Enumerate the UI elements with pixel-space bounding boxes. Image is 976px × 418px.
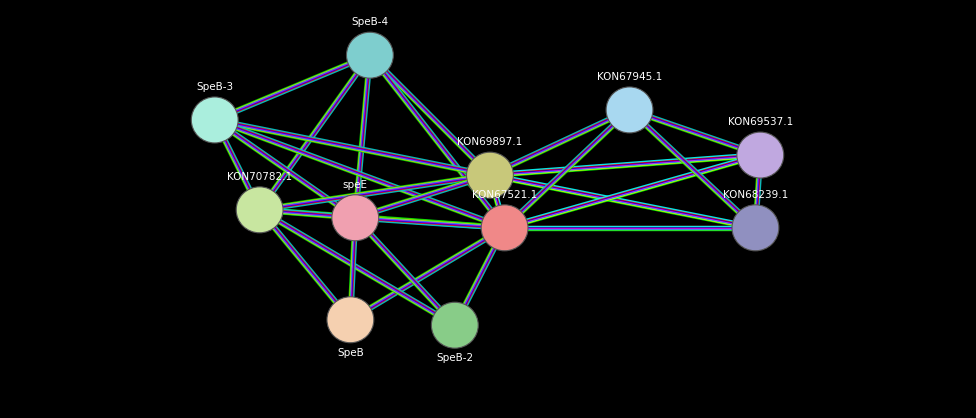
Ellipse shape — [732, 205, 779, 251]
Text: SpeB: SpeB — [337, 348, 364, 358]
Text: KON67945.1: KON67945.1 — [597, 72, 662, 82]
Ellipse shape — [431, 302, 478, 348]
Text: KON70782.1: KON70782.1 — [227, 172, 292, 182]
Text: SpeB-3: SpeB-3 — [196, 82, 233, 92]
Ellipse shape — [236, 187, 283, 233]
Text: speE: speE — [343, 180, 368, 190]
Ellipse shape — [467, 152, 513, 198]
Text: SpeB-2: SpeB-2 — [436, 353, 473, 363]
Ellipse shape — [606, 87, 653, 133]
Text: SpeB-4: SpeB-4 — [351, 17, 388, 27]
Text: KON69537.1: KON69537.1 — [728, 117, 793, 127]
Ellipse shape — [346, 32, 393, 78]
Ellipse shape — [191, 97, 238, 143]
Text: KON68239.1: KON68239.1 — [723, 190, 788, 200]
Text: KON69897.1: KON69897.1 — [458, 137, 522, 147]
Ellipse shape — [737, 132, 784, 178]
Ellipse shape — [327, 297, 374, 343]
Ellipse shape — [332, 195, 379, 241]
Text: KON67521.1: KON67521.1 — [472, 190, 537, 200]
Ellipse shape — [481, 205, 528, 251]
